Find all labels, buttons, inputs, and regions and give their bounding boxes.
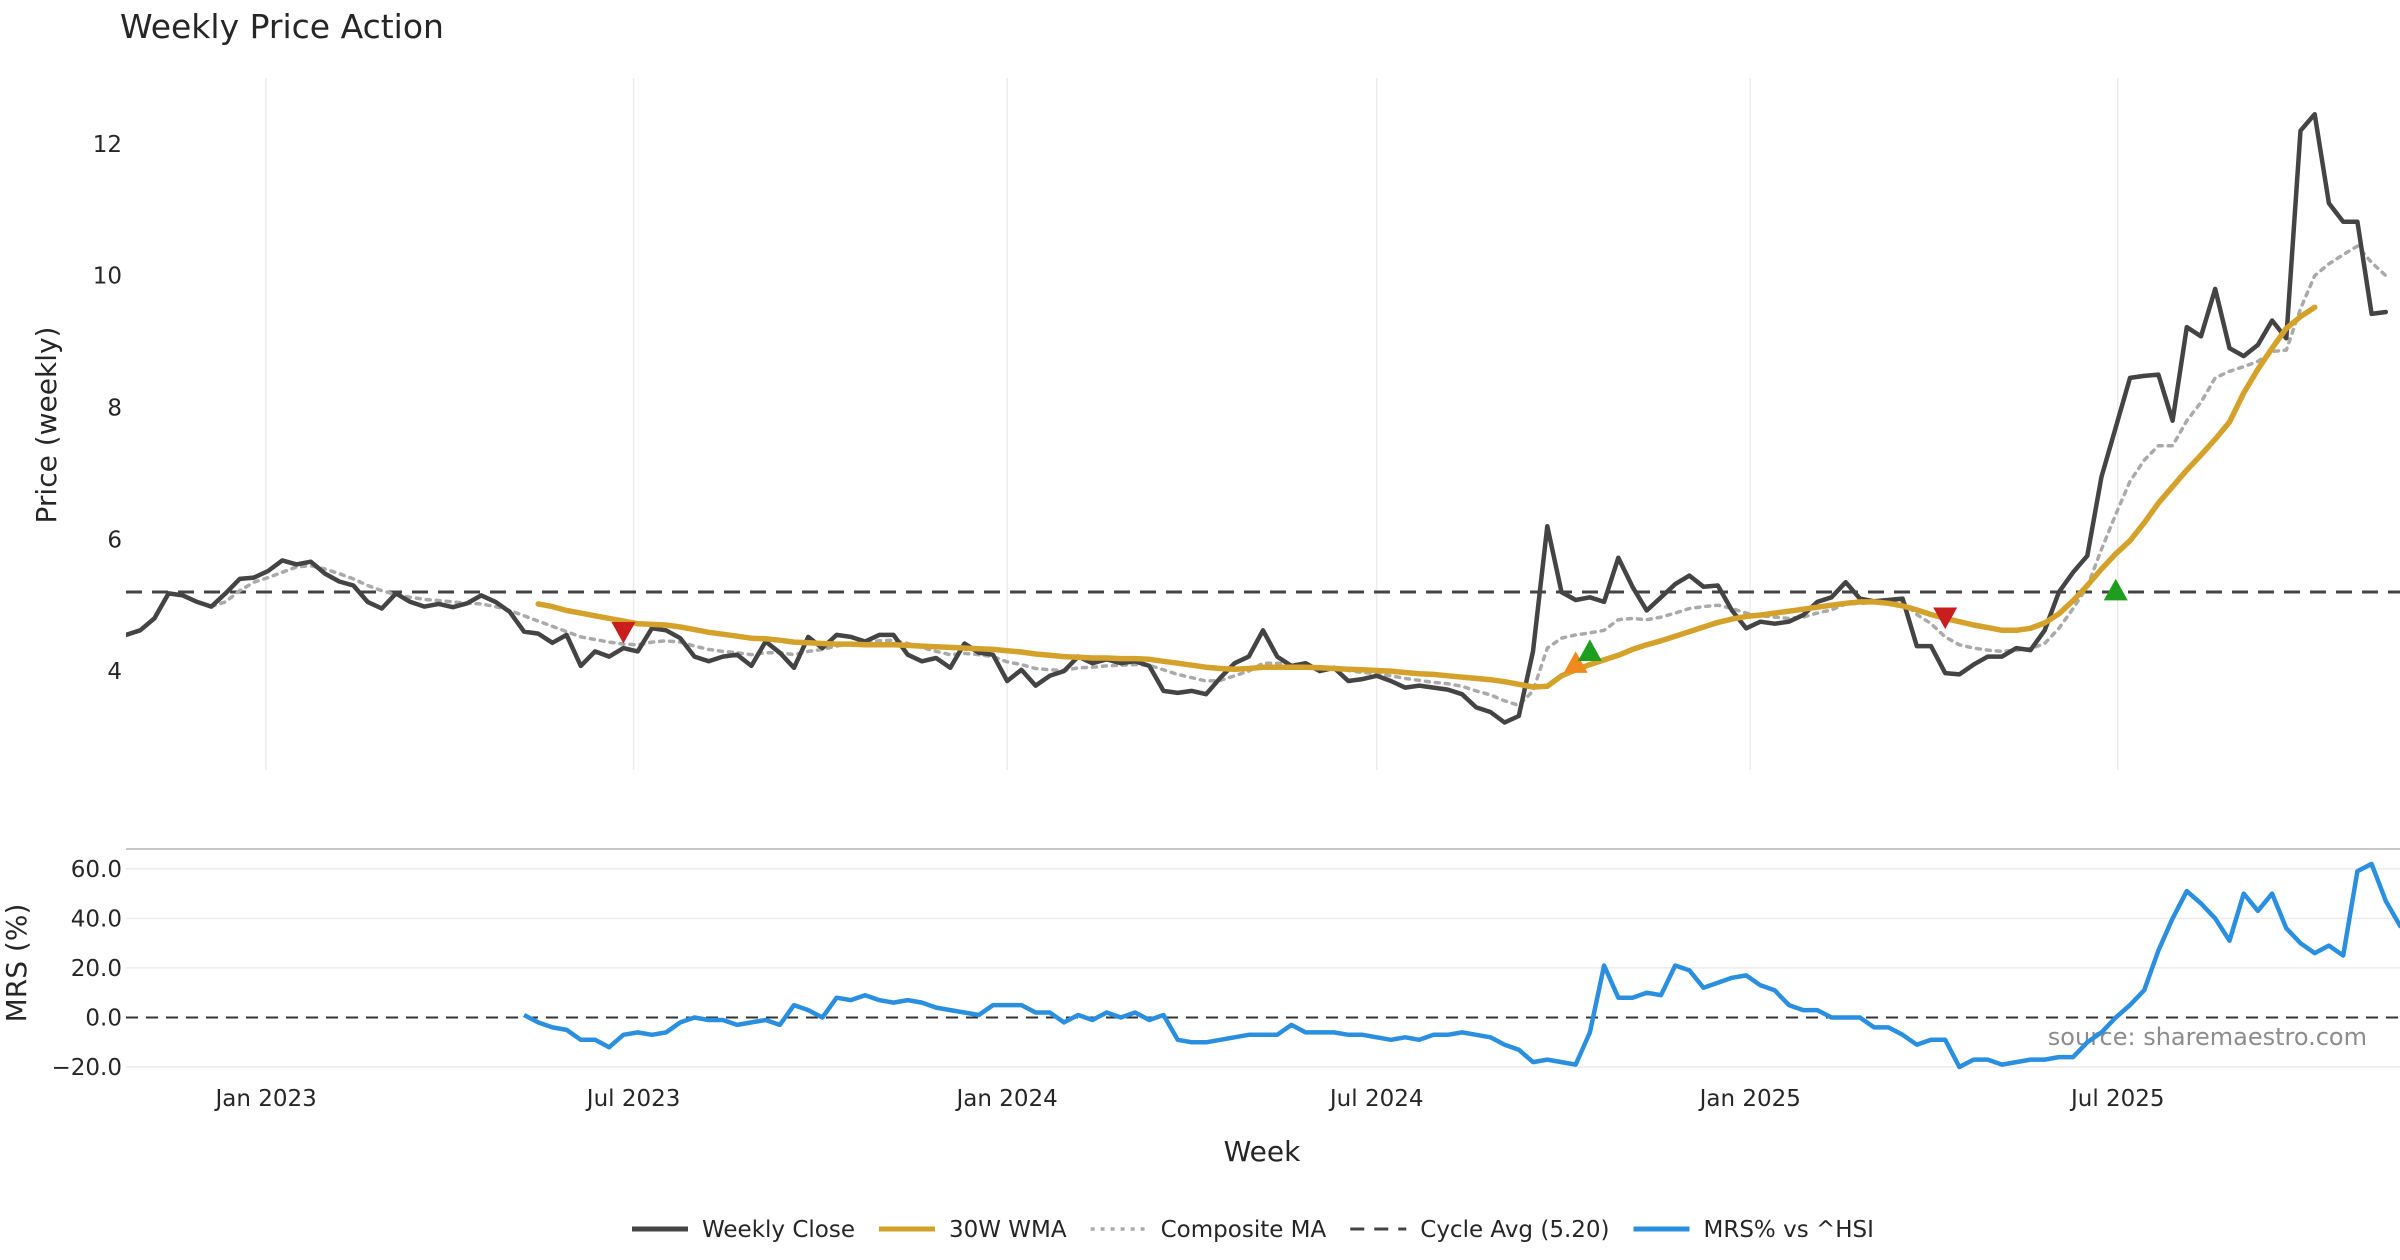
- legend-item: 30W WMA: [878, 1217, 1067, 1243]
- mrs-grid: [126, 848, 2400, 1068]
- legend-item: MRS% vs ^HSI: [1633, 1217, 1874, 1243]
- mrs-y-tick-label: −20.0: [52, 1055, 122, 1081]
- legend-label: 30W WMA: [949, 1217, 1067, 1243]
- buy-signal-marker: [1577, 639, 1602, 661]
- buy-signal-marker: [2103, 578, 2128, 601]
- mrs-line: [522, 861, 2400, 1070]
- price-y-tick-label: 4: [107, 659, 122, 685]
- composite-ma-line: [209, 244, 2388, 708]
- price-y-axis-title: Price (weekly): [30, 327, 63, 524]
- legend-label: Cycle Avg (5.20): [1420, 1217, 1609, 1243]
- mrs-y-ticks: −20.0 0.0 20.0 40.0 60.0: [52, 857, 122, 1081]
- price-y-ticks: 4 6 8 10 12: [93, 132, 122, 685]
- x-tick-label: Jan 2024: [955, 1086, 1058, 1112]
- x-axis-title: Week: [1224, 1135, 1301, 1168]
- source-label: source: sharemaestro.com: [2048, 1023, 2367, 1051]
- x-tick-label: Jul 2024: [1328, 1086, 1424, 1112]
- x-tick-label: Jul 2023: [585, 1086, 681, 1112]
- buy-signal-marker: [1563, 651, 1588, 673]
- chart-title: Weekly Price Action: [120, 7, 444, 46]
- price-y-tick-label: 10: [93, 264, 122, 290]
- wma-30w-line: [535, 304, 2318, 690]
- x-tick-label: Jan 2023: [213, 1086, 316, 1112]
- price-y-tick-label: 6: [107, 527, 122, 553]
- sell-signal-marker: [1933, 607, 1958, 630]
- mrs-y-tick-label: 0.0: [85, 1005, 122, 1031]
- x-ticks: Jan 2023 Jul 2023 Jan 2024 Jul 2024 Jan 2025…: [213, 1086, 2164, 1112]
- legend-label: Weekly Close: [702, 1217, 855, 1243]
- price-y-tick-label: 12: [93, 132, 122, 158]
- mrs-y-tick-label: 60.0: [71, 857, 122, 883]
- legend-item: Weekly Close: [632, 1217, 855, 1243]
- price-y-tick-label: 8: [107, 396, 122, 422]
- legend-label: Composite MA: [1161, 1217, 1327, 1243]
- legend-item: Cycle Avg (5.20): [1350, 1217, 1610, 1243]
- x-tick-label: Jan 2025: [1698, 1086, 1801, 1112]
- mrs-series: [522, 861, 2400, 1070]
- sell-signal-marker: [611, 622, 636, 644]
- price-series: [126, 111, 2400, 725]
- mrs-y-axis-title: MRS (%): [0, 904, 33, 1023]
- mrs-y-tick-label: 40.0: [71, 906, 122, 932]
- mrs-y-tick-label: 20.0: [71, 956, 122, 982]
- x-tick-label: Jul 2025: [2069, 1086, 2165, 1112]
- legend: Weekly Close 30W WMA Composite MA Cycle Avg…: [632, 1217, 1874, 1243]
- legend-label: MRS% vs ^HSI: [1704, 1217, 1874, 1243]
- weekly-close-line: [126, 111, 2389, 725]
- legend-item: Composite MA: [1090, 1217, 1327, 1243]
- signal-markers: [611, 578, 2128, 673]
